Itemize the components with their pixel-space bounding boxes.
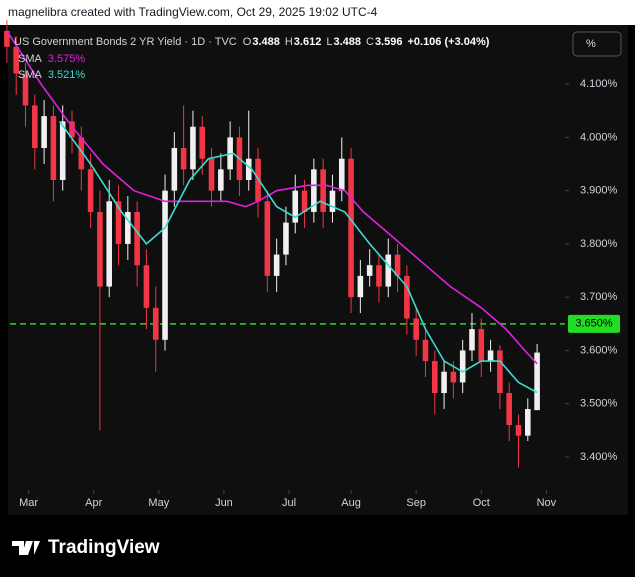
candle-body [190,126,196,170]
candle-body [459,350,466,383]
candle-body [487,350,494,362]
legend: US Government Bonds 2 YR Yield · 1D · TV… [14,36,490,81]
candle-body [301,190,308,212]
candle-body [143,265,150,308]
chart-title: magnelibra created with TradingView.com,… [8,5,378,19]
x-tick-label: May [148,497,169,509]
ohlc-value: 3.488 [333,36,361,48]
legend-name: SMA [18,69,43,81]
candle-body [320,169,326,212]
candle-body [497,350,503,394]
y-tick-label: 3.900% [580,185,618,197]
candle-body [311,169,317,212]
brand-icon [12,541,40,555]
x-tick-label: Oct [473,497,490,509]
candle-body [245,158,252,180]
candle-body [125,211,131,244]
candle-body [264,201,271,276]
candle-body [134,211,140,266]
candle-body [348,158,354,298]
candle-body [376,265,382,287]
candle-body [32,105,38,149]
candle-body [13,46,19,74]
candle-body [199,126,206,159]
ohlc-key: O [243,36,252,48]
level-label: 3.650% [575,318,613,330]
candle-body [87,169,94,212]
candle-body [115,201,122,244]
y-tick-label: 3.800% [580,238,618,250]
legend-value: 3.521% [48,69,86,81]
candle-body [534,352,540,411]
candle-body [218,169,224,191]
x-tick-label: Apr [85,497,102,509]
candle-body [283,222,289,255]
candle-body [273,254,280,276]
x-tick-label: Nov [537,497,557,509]
x-tick-label: Jun [215,497,233,509]
candle-body [50,116,57,180]
ohlc-key: H [285,36,293,48]
candle-body [385,254,392,287]
candle-body [292,190,299,223]
y-tick-label: 3.400% [580,451,618,463]
sma-line [6,30,538,365]
ohlc-key: L [326,36,332,48]
change: +0.106 (+3.04%) [407,36,489,48]
x-tick-label: Mar [19,497,38,509]
ohlc-value: 3.596 [375,36,403,48]
legend-value: 3.575% [48,53,86,65]
candle-body [338,158,345,191]
candle-body [450,371,457,383]
legend-name: SMA [18,53,43,65]
candle-body [404,275,410,319]
sma-line [58,120,538,394]
y-tick-label: 4.100% [580,78,618,90]
candle-body [478,329,485,362]
candle-body [162,190,168,340]
candle-body [180,148,187,170]
scale-button-label[interactable]: % [586,38,596,50]
candle-body [171,148,178,191]
candle-body [422,339,429,362]
candle-body [441,371,447,394]
candle-body [329,190,336,212]
x-tick-label: Jul [282,497,296,509]
candle-body [469,329,475,351]
x-tick-label: Aug [341,497,361,509]
candle-body [366,265,373,276]
candle-body [59,121,66,180]
candle-body [22,73,29,106]
candle-body [106,201,113,287]
candle-body [413,318,419,340]
brand-name: TradingView [48,537,160,558]
y-tick-label: 3.600% [580,344,618,356]
symbol-name: US Government Bonds 2 YR Yield · 1D · TV… [14,36,237,48]
y-tick-label: 3.500% [580,398,618,410]
candle-body [515,425,522,436]
candle-body [506,393,512,426]
candle-body [152,307,159,340]
candle-body [97,211,103,287]
candle-body [394,254,401,276]
y-tick-label: 3.700% [580,291,618,303]
ohlc-value: 3.488 [252,36,280,48]
candle-body [525,409,531,436]
candle-body [431,361,438,394]
candle-body [69,121,75,138]
candle-body [208,158,215,191]
header-bar [0,0,635,25]
candle-body [41,116,47,149]
y-tick-label: 4.000% [580,131,618,143]
candle-body [4,30,10,47]
level-label-box [568,314,620,333]
candle-body [78,137,85,170]
ohlc-key: C [366,36,374,48]
x-tick-label: Sep [406,497,426,509]
candle-body [357,275,364,298]
scale-button[interactable] [572,31,622,57]
brand-logo: TradingView [12,537,160,558]
ohlc-value: 3.612 [294,36,322,48]
